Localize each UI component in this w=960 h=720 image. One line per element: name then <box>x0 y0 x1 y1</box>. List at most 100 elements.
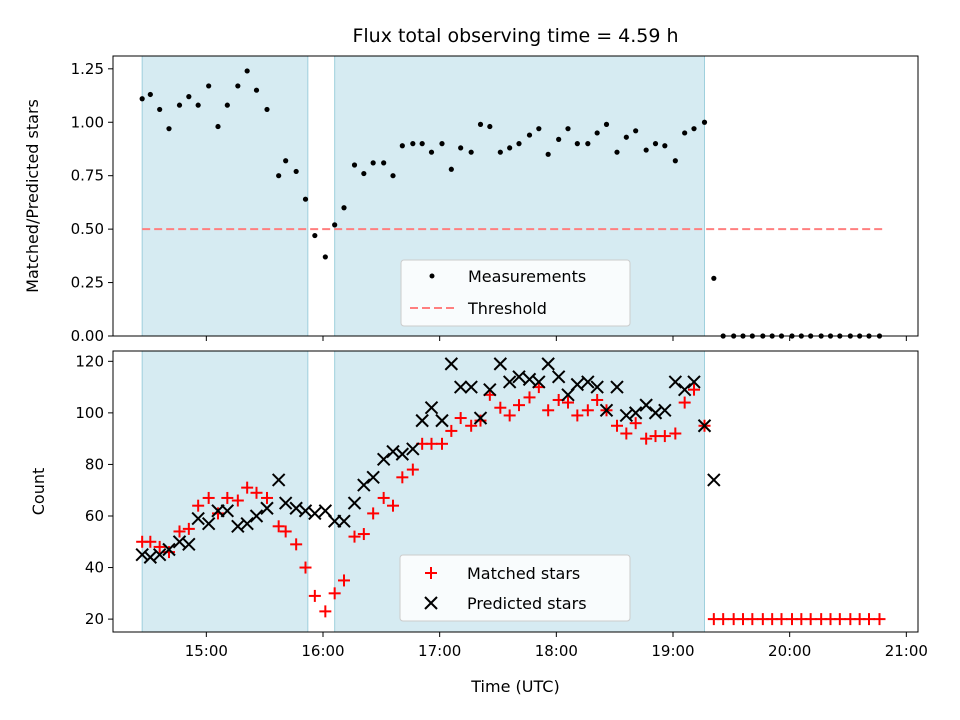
matched-star-point <box>367 507 380 520</box>
top-axes-frame <box>112 55 919 337</box>
measurement-point <box>623 134 629 140</box>
legend-matched-marker <box>425 567 437 579</box>
measurement-point <box>244 68 250 74</box>
matched-star-point <box>581 404 594 417</box>
matched-star-point <box>494 401 507 414</box>
predicted-star-point <box>453 380 468 394</box>
predicted-star-point <box>512 370 526 384</box>
measurement-point <box>701 119 708 125</box>
x-axis-label: Time (UTC) <box>470 677 559 696</box>
matched-star-point <box>290 538 303 551</box>
measurement-point <box>283 158 289 164</box>
predicted-star-point <box>201 517 216 531</box>
measurement-point <box>487 123 493 130</box>
predicted-star-point <box>628 406 643 420</box>
matched-star-point <box>629 417 642 430</box>
matched-star-point <box>202 491 215 504</box>
y-tick-label: 0.75 <box>71 167 104 185</box>
matched-star-point <box>591 393 604 406</box>
predicted-star-point <box>337 514 351 528</box>
measurement-point <box>293 168 299 175</box>
predicted-star-point <box>308 506 322 521</box>
measurement-point <box>206 83 212 89</box>
measurement-point <box>507 145 513 151</box>
legend-matched-label: Matched stars <box>467 564 580 583</box>
matched-star-point <box>308 589 321 602</box>
measurement-point <box>516 141 522 147</box>
predicted-star-point <box>152 547 167 562</box>
legend-threshold-label: Threshold <box>467 299 547 318</box>
bottom-panel: 20 40 60 80 100 120 15:00 16:00 17:00 18:00 19:00… <box>29 350 928 696</box>
measurement-point <box>614 149 620 155</box>
measurement-point <box>195 102 201 108</box>
predicted-stars-points <box>135 357 721 564</box>
predicted-star-point <box>406 442 420 456</box>
top-y-axis-label: Matched/Predicted stars <box>23 99 42 293</box>
legend-predicted-label: Predicted stars <box>467 594 587 613</box>
measurement-point <box>322 254 328 260</box>
predicted-star-point <box>581 375 595 389</box>
measurement-point <box>652 141 659 147</box>
y-tick-label: 0.00 <box>71 327 104 345</box>
predicted-star-point <box>415 413 429 428</box>
observing-interval-1 <box>141 350 309 633</box>
matched-star-point <box>261 491 273 504</box>
predicted-star-point <box>570 377 585 392</box>
legend-predicted-marker <box>424 596 438 610</box>
measurement-point <box>157 106 163 113</box>
predicted-star-point <box>658 403 672 418</box>
matched-star-point <box>192 499 205 512</box>
measurement-point <box>235 83 241 89</box>
measurement-point <box>428 149 435 155</box>
matched-star-point <box>562 396 574 409</box>
y-tick-label: 20 <box>85 610 104 628</box>
y-tick-label: 1.25 <box>71 60 104 78</box>
measurement-point <box>253 87 260 93</box>
matched-star-point <box>571 409 584 422</box>
predicted-star-point <box>551 370 566 384</box>
bottom-axes-frame <box>112 350 919 633</box>
measurement-point <box>302 196 309 202</box>
measurement-point <box>565 126 571 132</box>
y-tick-label: 0.25 <box>71 274 104 292</box>
y-tick-label: 1.00 <box>71 113 104 131</box>
measurement-point <box>585 141 591 147</box>
predicted-star-point <box>347 496 362 510</box>
matched-star-point <box>863 613 875 626</box>
measurement-point <box>361 170 367 177</box>
predicted-star-point <box>707 473 721 487</box>
y-tick-label: 0.50 <box>71 220 104 238</box>
matched-star-point <box>377 491 390 504</box>
legend-measurements-label: Measurements <box>468 267 586 286</box>
measurement-point <box>166 126 172 132</box>
matched-star-point <box>804 613 817 626</box>
top-legend: Measurements Threshold <box>400 259 631 327</box>
measurement-point <box>526 132 533 138</box>
matched-star-point <box>523 391 536 404</box>
matched-star-point <box>513 399 525 412</box>
measurement-point <box>186 94 192 100</box>
measurement-point <box>662 143 668 149</box>
matched-star-point <box>279 525 292 538</box>
matched-star-point <box>717 613 730 626</box>
measurement-point <box>468 149 474 155</box>
measurement-point <box>410 141 416 147</box>
matched-star-point <box>163 546 175 559</box>
bottom-y-axis-label: Count <box>29 468 48 516</box>
matched-star-point <box>611 419 623 432</box>
measurement-point <box>574 141 580 147</box>
predicted-star-point <box>278 496 293 510</box>
x-tick-label: 16:00 <box>301 642 344 660</box>
predicted-star-point <box>366 470 380 485</box>
predicted-star-point <box>182 537 196 552</box>
measurement-point <box>643 147 649 153</box>
matched-star-point <box>620 427 633 440</box>
matched-star-point <box>678 396 691 409</box>
measurement-point <box>458 145 464 151</box>
top-x-ticks <box>205 336 907 341</box>
chart-title: Flux total observing time = 4.59 h <box>352 25 678 47</box>
matched-star-point <box>299 561 312 574</box>
predicted-star-point <box>220 504 235 518</box>
matched-star-point <box>182 522 195 535</box>
measurement-point <box>633 128 639 134</box>
